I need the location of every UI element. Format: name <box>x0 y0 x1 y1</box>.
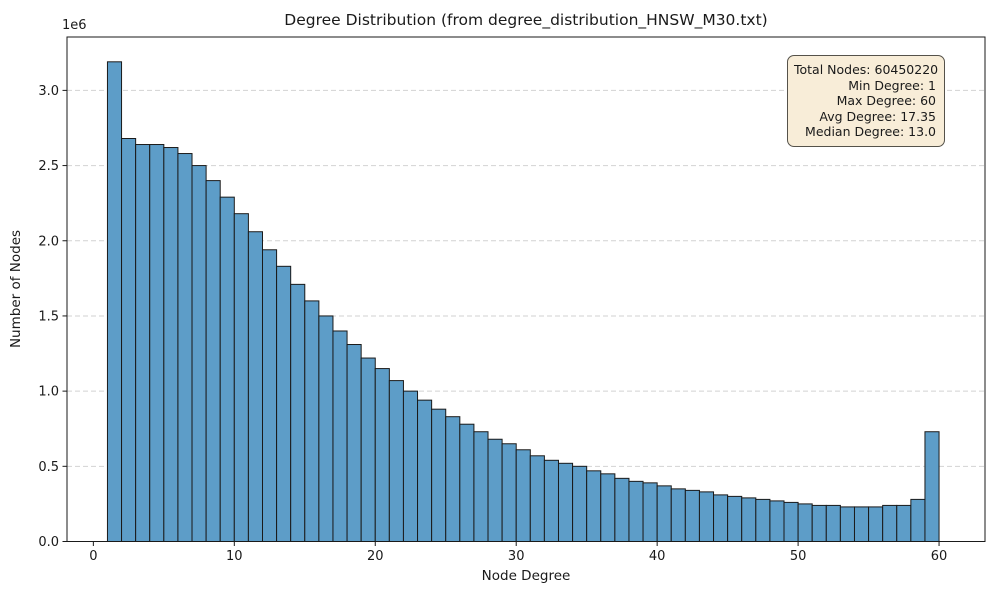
bar-degree-20 <box>374 368 390 542</box>
bar-degree-3 <box>135 144 151 542</box>
x-axis-label: Node Degree <box>481 568 571 584</box>
bar-degree-11 <box>247 231 263 542</box>
stat-min-degree: Min Degree: 1 <box>848 77 936 93</box>
bar-degree-30 <box>515 449 531 543</box>
bar-degree-14 <box>290 283 306 542</box>
stat-total-nodes: Total Nodes: 60450220 <box>794 62 939 77</box>
bar-degree-59 <box>924 431 940 543</box>
bar-degree-31 <box>529 455 545 542</box>
bar-degree-32 <box>543 459 559 542</box>
bar-degree-51 <box>811 504 827 543</box>
bar-degree-53 <box>839 506 855 542</box>
bar-degree-52 <box>825 504 841 543</box>
bar-degree-6 <box>177 153 193 542</box>
bar-degree-16 <box>318 315 334 542</box>
bar-degree-21 <box>388 380 404 542</box>
bar-degree-27 <box>473 431 489 543</box>
bar-degree-37 <box>614 477 630 542</box>
bar-degree-13 <box>276 265 292 542</box>
bar-degree-35 <box>586 470 602 542</box>
bar-degree-29 <box>501 443 517 542</box>
bar-degree-40 <box>656 485 672 543</box>
bar-degree-42 <box>684 489 700 542</box>
y-tick-label-1: 0.5 <box>38 460 59 475</box>
x-tick-label-2: 20 <box>367 549 384 564</box>
bar-degree-41 <box>670 488 686 542</box>
stat-max-degree: Max Degree: 60 <box>836 93 936 109</box>
bar-degree-55 <box>868 506 884 542</box>
bar-degree-50 <box>797 503 813 543</box>
bar-degree-47 <box>755 498 771 543</box>
bar-degree-28 <box>487 438 503 542</box>
bar-degree-56 <box>882 504 898 543</box>
bar-degree-38 <box>628 480 644 543</box>
bar-degree-4 <box>149 144 165 542</box>
bar-degree-58 <box>910 498 926 543</box>
bar-degree-9 <box>219 196 235 542</box>
bar-degree-43 <box>698 491 715 542</box>
bar-degree-22 <box>402 390 419 542</box>
bar-degree-25 <box>445 416 461 543</box>
bar-degree-24 <box>431 408 447 542</box>
bar-degree-8 <box>205 180 221 543</box>
x-tick-label-0: 0 <box>89 549 97 564</box>
y-tick-label-5: 2.5 <box>38 159 59 174</box>
bar-degree-18 <box>346 344 362 543</box>
y-tick-label-6: 3.0 <box>38 84 59 99</box>
stat-avg-degree: Avg Degree: 17.35 <box>819 108 936 124</box>
bar-degree-2 <box>121 138 137 542</box>
bar-degree-10 <box>233 213 249 542</box>
bar-degree-5 <box>163 147 179 543</box>
y-axis-label: Number of Nodes <box>8 229 24 349</box>
bar-degree-48 <box>769 500 785 543</box>
bar-degree-44 <box>713 494 729 542</box>
bar-degree-34 <box>572 465 588 543</box>
y-tick-label-4: 2.0 <box>38 234 59 249</box>
bar-degree-49 <box>783 501 799 543</box>
x-tick-label-4: 40 <box>649 549 666 564</box>
x-tick-label-3: 30 <box>508 549 525 564</box>
x-tick-label-6: 60 <box>931 549 948 564</box>
bar-degree-46 <box>741 497 757 542</box>
bar-degree-12 <box>261 249 278 542</box>
x-tick-label-1: 10 <box>226 549 243 564</box>
stat-median-degree: Median Degree: 13.0 <box>805 124 936 140</box>
y-tick-label-2: 1.0 <box>38 385 59 400</box>
bar-degree-7 <box>191 165 207 543</box>
bar-degree-17 <box>332 330 348 542</box>
bar-degree-36 <box>600 473 616 542</box>
bar-degree-19 <box>360 357 376 542</box>
bar-degree-26 <box>459 423 475 542</box>
y-tick-label-0: 0.0 <box>38 535 59 550</box>
bar-degree-1 <box>106 61 123 543</box>
bar-degree-54 <box>853 506 870 542</box>
bar-degree-33 <box>557 462 574 543</box>
y-tick-label-3: 1.5 <box>38 309 59 324</box>
chart-title: Degree Distribution (from degree_distrib… <box>284 11 768 29</box>
y-axis-offset-text: 1e6 <box>62 18 87 33</box>
stats-annotation-box: Total Nodes: 60450220 Min Degree: 1 Max … <box>787 55 945 147</box>
bar-degree-39 <box>642 482 658 543</box>
bar-degree-23 <box>417 399 433 542</box>
bar-degree-45 <box>727 495 743 542</box>
bar-degree-15 <box>304 300 320 542</box>
x-tick-label-5: 50 <box>790 549 807 564</box>
bar-degree-57 <box>896 504 912 543</box>
axes-frame <box>66 36 986 542</box>
